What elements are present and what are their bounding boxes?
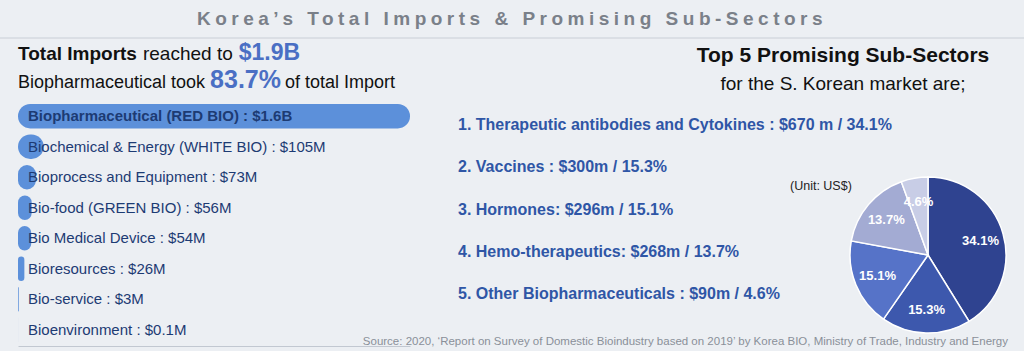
bars xyxy=(18,104,410,342)
y-axis: Biopharmaceutical (RED BIO) : $1.6B Bioch… xyxy=(28,107,326,338)
y-tick: Bio-food (GREEN BIO) : $56M xyxy=(28,199,231,216)
data-label: 15.1% xyxy=(859,268,896,283)
share-value: 83.7% xyxy=(210,65,281,93)
category-label: Bioenvironment : $0.1M xyxy=(28,321,186,338)
annotation: (Unit: US$) xyxy=(790,179,852,193)
share-text: Biopharmaceutical took xyxy=(18,72,206,92)
background xyxy=(0,0,1024,351)
total-value: $1.9B xyxy=(239,39,300,65)
category-item: 4. Hemo-therapeutics: $268m / 13.7% xyxy=(458,243,739,260)
category-label: Bio-service : $3M xyxy=(28,290,144,307)
y-tick: Bioresources : $26M xyxy=(28,260,166,277)
y-tick: Biochemical & Energy (WHITE BIO) : $105M xyxy=(28,138,326,155)
chart-root: Korea’s Total Imports & Promising Sub-Se… xyxy=(0,0,1024,351)
bar xyxy=(18,257,24,281)
title: Korea’s Total Imports & Promising Sub-Se… xyxy=(197,8,827,29)
category-label: Bio Medical Device : $54M xyxy=(28,229,206,246)
category-item: 3. Hormones: $296m / 15.1% xyxy=(458,201,673,218)
bar xyxy=(18,287,19,311)
category-item: 5. Other Biopharmaceuticals : $90m / 4.6… xyxy=(458,285,780,302)
y-tick: Bioprocess and Equipment : $73M xyxy=(28,168,257,185)
total-bold: Total Imports xyxy=(18,43,137,64)
y-tick: Bioenvironment : $0.1M xyxy=(28,321,186,338)
pie-labels: 34.1% 15.3% 15.1% 13.7% 4.6% xyxy=(859,194,999,317)
source: Source: 2020, ‘Report on Survey of Domes… xyxy=(363,335,1008,347)
category-item: 2. Vaccines : $300m / 15.3% xyxy=(458,158,667,175)
y-tick: Bio Medical Device : $54M xyxy=(28,229,206,246)
category-label: Biopharmaceutical (RED BIO) : $1.6B xyxy=(28,107,292,124)
pie xyxy=(850,177,1006,333)
total-line: Total Imports reached to $1.9B xyxy=(18,39,300,65)
total-text: reached to xyxy=(143,43,233,64)
y-tick: Biopharmaceutical (RED BIO) : $1.6B xyxy=(28,107,292,124)
share-text: of total Import xyxy=(285,72,395,92)
bar xyxy=(18,104,410,128)
data-label: 34.1% xyxy=(962,233,999,248)
category-label: Bioprocess and Equipment : $73M xyxy=(28,168,257,185)
pie-slice xyxy=(901,177,928,255)
y-tick: Bio-service : $3M xyxy=(28,290,144,307)
share-line: Biopharmaceutical took83.7%of total Impo… xyxy=(18,65,395,93)
right-title: Top 5 Promising Sub-Sectors xyxy=(697,43,989,66)
category-label: Biochemical & Energy (WHITE BIO) : $105M xyxy=(28,138,326,155)
data-label: 4.6% xyxy=(904,194,934,209)
data-label: 15.3% xyxy=(908,302,945,317)
category-label: Bio-food (GREEN BIO) : $56M xyxy=(28,199,231,216)
bar xyxy=(18,318,19,342)
data-label: 13.7% xyxy=(868,212,905,227)
title-rule xyxy=(0,38,1024,39)
category-item: 1. Therapeutic antibodies and Cytokines … xyxy=(458,116,892,133)
x-axis-line xyxy=(19,346,411,347)
category-label: Bioresources : $26M xyxy=(28,260,166,277)
right-subtitle: for the S. Korean market are; xyxy=(720,73,965,94)
x-axis xyxy=(19,346,411,347)
